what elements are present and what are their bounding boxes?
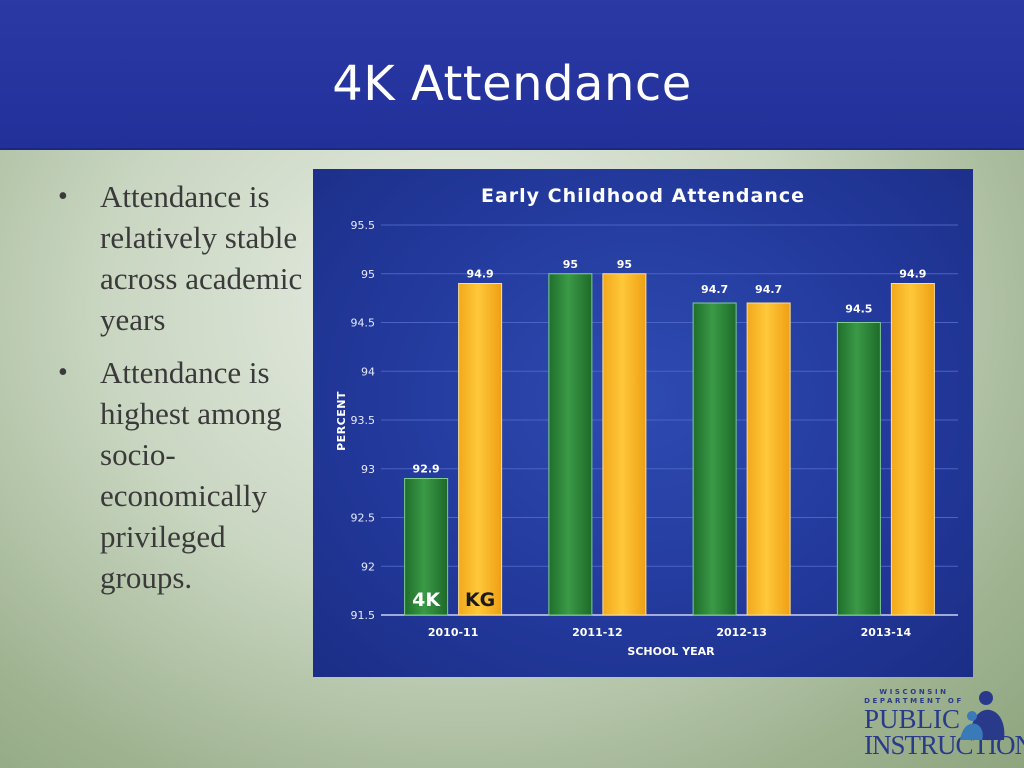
attendance-chart: Early Childhood Attendance 91.59292.5939… (335, 185, 958, 658)
bar-kg (746, 302, 791, 616)
chart-panel: Early Childhood Attendance 91.5 92 92.5 93 9… (313, 169, 973, 677)
y-tick-label: 93.5 (351, 414, 376, 427)
data-label: 92.9 (413, 463, 440, 476)
slide-header: 4K Attendance (0, 0, 1024, 150)
y-tick-label: 93 (361, 463, 375, 476)
x-axis-label: SCHOOL YEAR (627, 645, 715, 658)
data-label: 94.5 (845, 303, 872, 316)
data-label: 95 (563, 258, 578, 271)
data-label: 94.9 (467, 268, 494, 281)
bars (404, 273, 935, 616)
legend: 4K KG (412, 589, 495, 611)
x-tick-label: 2011-12 (572, 626, 623, 639)
y-tick-label: 95 (361, 268, 375, 281)
bar-4k (836, 322, 881, 616)
x-axis-ticks: 2010-11 2011-12 2012-13 2013-14 (428, 626, 912, 639)
data-label: 95 (617, 258, 632, 271)
x-tick-label: 2013-14 (861, 626, 912, 639)
y-tick-label: 92 (361, 560, 375, 573)
bar-4k (548, 273, 593, 616)
legend-entry-kg: KG (465, 589, 495, 611)
x-tick-label: 2010-11 (428, 626, 479, 639)
wisconsin-dpi-logo: WISCONSIN DEPARTMENT OF PUBLIC INSTRUCTI… (864, 688, 1024, 762)
y-axis-ticks: 91.5 92 92.5 93 93.5 94 94.5 95 95.5 (351, 219, 376, 622)
bar-kg (602, 273, 647, 616)
logo-line-1: WISCONSIN (879, 688, 949, 696)
bullet-item: Attendance is highest among socio-econom… (58, 352, 308, 598)
y-tick-label: 91.5 (351, 609, 376, 622)
chart-title: Early Childhood Attendance (481, 185, 805, 207)
bar-kg (458, 283, 503, 616)
bar-kg (890, 283, 935, 616)
x-tick-label: 2012-13 (716, 626, 767, 639)
slide-title: 4K Attendance (332, 56, 692, 112)
data-labels: 92.9 94.9 95 95 94.7 94.7 94.5 94.9 (413, 258, 927, 476)
y-tick-label: 94 (361, 365, 375, 378)
bullet-item: Attendance is relatively stable across a… (58, 176, 308, 340)
y-tick-label: 94.5 (351, 317, 376, 330)
logo-line-3: PUBLIC (864, 704, 961, 734)
data-label: 94.9 (899, 268, 926, 281)
bar-4k (404, 478, 449, 616)
legend-entry-4k: 4K (412, 589, 441, 611)
family-figure-icon (960, 691, 1005, 740)
y-tick-label: 92.5 (351, 512, 376, 525)
y-axis-label: PERCENT (335, 391, 348, 451)
bullet-list: Attendance is relatively stable across a… (58, 176, 308, 610)
logo-line-2: DEPARTMENT OF (864, 697, 964, 705)
data-label: 94.7 (701, 283, 728, 296)
y-tick-label: 95.5 (351, 219, 376, 232)
data-label: 94.7 (755, 283, 782, 296)
bar-4k (692, 302, 737, 616)
